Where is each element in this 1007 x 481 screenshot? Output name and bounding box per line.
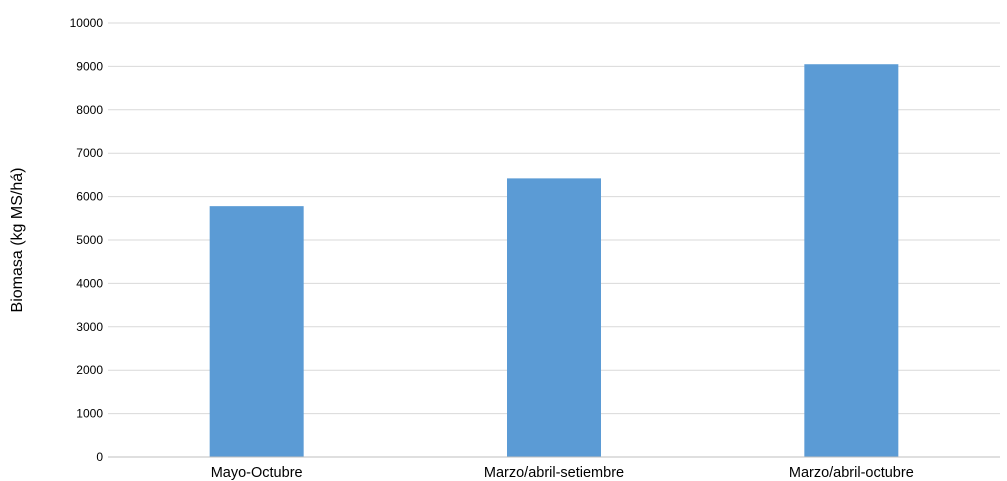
y-tick-label: 8000: [76, 103, 103, 117]
y-tick-label: 4000: [76, 276, 103, 290]
y-tick-label: 0: [96, 450, 103, 464]
y-tick-label: 5000: [76, 233, 103, 247]
y-tick-label: 3000: [76, 320, 103, 334]
x-category-label: Marzo/abril-octubre: [789, 465, 914, 481]
bar: [209, 206, 304, 457]
y-tick-label: 7000: [76, 146, 103, 160]
y-tick-label: 6000: [76, 190, 103, 204]
bars: [209, 64, 899, 457]
y-tick-label: 1000: [76, 407, 103, 421]
bar: [804, 64, 899, 457]
x-axis-labels: Mayo-Octubre Marzo/abril-setiembre Marzo/a…: [211, 465, 914, 481]
y-tick-label: 10000: [70, 16, 104, 30]
bar: [507, 178, 601, 457]
x-category-label: Mayo-Octubre: [211, 465, 303, 481]
y-axis-title: Biomasa (kg MS/há): [9, 168, 26, 313]
x-category-label: Marzo/abril-setiembre: [484, 465, 624, 481]
y-tick-label: 9000: [76, 59, 103, 73]
y-axis-ticks: 0 1000 2000 3000 4000 5000 6000 7000 8000 9000 100…: [70, 16, 104, 464]
y-tick-label: 2000: [76, 363, 103, 377]
